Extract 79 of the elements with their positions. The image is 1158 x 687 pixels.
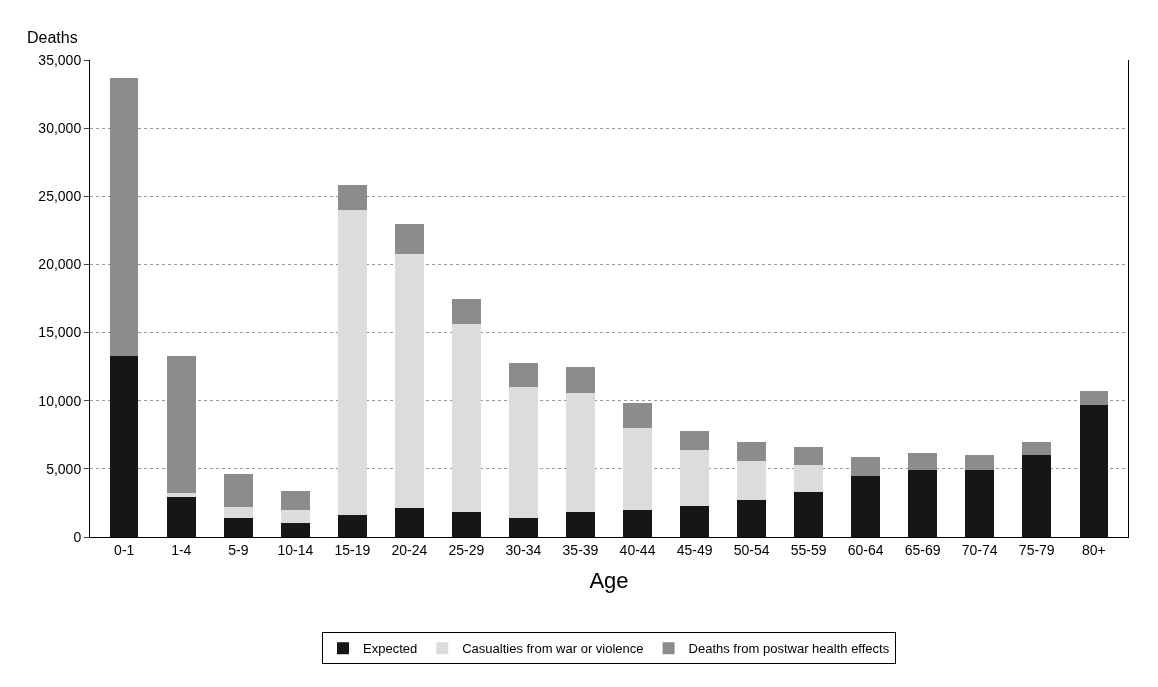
y-tick-label: 20,000 [38, 256, 82, 273]
x-tick-label: 0-1 [114, 541, 135, 558]
y-tick-label: 10,000 [38, 392, 82, 409]
x-tick-label: 40-44 [619, 541, 656, 558]
bar [623, 427, 652, 510]
bar [737, 500, 766, 537]
x-tick-label: 65-69 [904, 541, 941, 558]
x-tick-label: 80+ [1081, 541, 1106, 558]
bar [395, 223, 424, 254]
bar [281, 523, 310, 537]
bar [224, 507, 253, 518]
bar [338, 185, 367, 210]
x-tick-label: 55-59 [790, 541, 827, 558]
bar [452, 512, 481, 537]
y-tick-label: 35,000 [38, 51, 82, 68]
bar [281, 490, 310, 510]
bar [623, 403, 652, 428]
x-tick-label: 45-49 [676, 541, 713, 558]
bar [166, 493, 196, 498]
bar [908, 470, 937, 537]
bar [794, 447, 823, 465]
bar [680, 430, 709, 450]
y-tick-label: 30,000 [38, 120, 82, 137]
bar [737, 460, 766, 501]
bar [509, 517, 538, 537]
bar [851, 456, 880, 476]
bar [566, 512, 595, 537]
legend-label: Deaths from postwar health effects [688, 641, 890, 657]
bar [737, 441, 766, 461]
x-tick-label: 35-39 [562, 541, 599, 558]
bar [566, 366, 595, 393]
bar [680, 449, 709, 506]
bar [166, 497, 196, 537]
bar [680, 505, 709, 537]
bar [452, 324, 481, 513]
bar [965, 455, 994, 471]
y-tick-label: 0 [73, 528, 82, 545]
bar [794, 492, 823, 537]
x-tick-label: 1-4 [171, 541, 192, 558]
bar [1079, 404, 1109, 537]
bar [566, 392, 595, 513]
x-tick-label: 50-54 [733, 541, 770, 558]
bar [224, 474, 253, 508]
bar [794, 464, 823, 493]
bar [281, 509, 310, 524]
x-tick-label: 75-79 [1018, 541, 1055, 558]
bar [509, 387, 538, 518]
x-tick-label: 30-34 [505, 541, 542, 558]
legend-label: Casualties from war or violence [462, 641, 644, 657]
y-tick-label: 5,000 [46, 460, 82, 477]
bar [965, 470, 994, 537]
bar [623, 509, 652, 537]
x-axis-title: Age [589, 567, 629, 593]
x-tick-label: 60-64 [847, 541, 884, 558]
y-tick-label: 15,000 [38, 324, 82, 341]
bar [851, 475, 880, 537]
bar [509, 362, 538, 388]
x-tick-label: 20-24 [391, 541, 428, 558]
bar [1022, 455, 1052, 537]
bar [908, 452, 937, 471]
x-tick-label: 10-14 [277, 541, 314, 558]
bar [395, 253, 424, 509]
bar [166, 355, 196, 494]
legend-label: Expected [363, 641, 418, 657]
bar [109, 77, 139, 356]
x-tick-label: 15-19 [334, 541, 371, 558]
x-tick-label: 25-29 [448, 541, 485, 558]
bar [452, 298, 481, 325]
bar [224, 517, 253, 537]
bar [338, 209, 367, 516]
y-axis-title: Deaths [27, 29, 78, 46]
bar [1079, 391, 1109, 405]
x-tick-label: 5-9 [228, 541, 249, 558]
bar [338, 515, 367, 537]
bar [395, 508, 424, 537]
bar [109, 355, 139, 537]
y-tick-label: 25,000 [38, 188, 82, 205]
bar [1022, 441, 1052, 456]
x-tick-label: 70-74 [961, 541, 998, 558]
